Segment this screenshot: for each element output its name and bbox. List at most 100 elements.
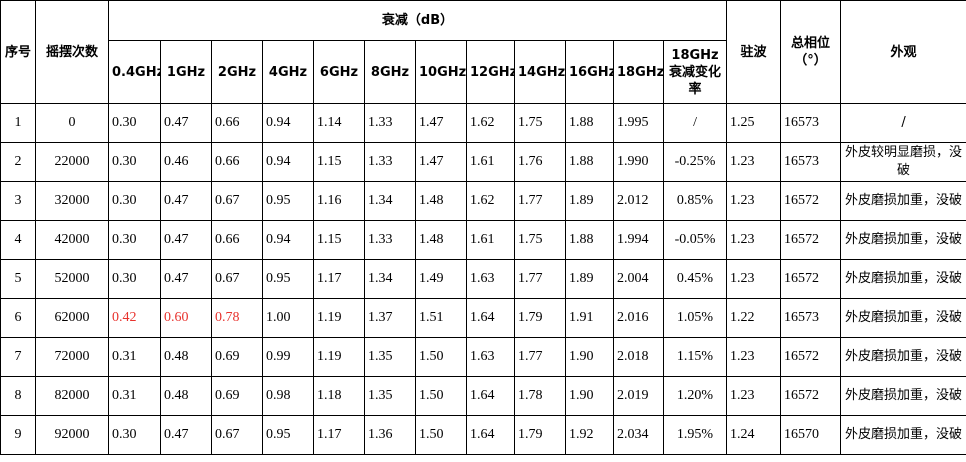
table-cell: 1.63: [466, 337, 515, 377]
table-cell: 1.95%: [662, 415, 728, 455]
table-cell: 16570: [780, 415, 842, 455]
table-row: 8 82000 0.31 0.48 0.69 0.98 1.18 1.35 1.50 1.64 1.…: [0, 376, 966, 416]
table-cell: 1.34: [364, 259, 416, 299]
table-cell: 1.47: [415, 103, 467, 143]
table-cell: 0.42: [108, 298, 161, 338]
table-row: 9 92000 0.30 0.47 0.67 0.95 1.17 1.36 1.50 1.64 1.…: [0, 415, 966, 455]
table-cell: 1.92: [565, 415, 614, 455]
table-cell: 0.66: [211, 142, 263, 182]
table-row: 1 0 0.30 0.47 0.66 0.94 1.14 1.33 1.47 1.62 1.75 1.…: [0, 103, 966, 143]
header-cell: 18GHz: [613, 40, 664, 104]
table-cell: 0.47: [160, 220, 212, 260]
table-cell: 2.016: [613, 298, 664, 338]
table-cell: 1.22: [726, 298, 782, 338]
table-cell: 0.45%: [662, 259, 728, 299]
table-cell: 0.66: [211, 103, 263, 143]
header-row: 0.4GHz 1GHz 2GHz 4GHz 6GHz 8GHz 10GHz 12GHz 14GH…: [1, 40, 966, 104]
table-cell: 1.05%: [662, 298, 728, 338]
table-cell: 1.76: [514, 142, 566, 182]
table-cell: 0.66: [211, 220, 263, 260]
header-cell: 摇摆次数: [35, 0, 109, 104]
table-cell: 1.64: [466, 376, 515, 416]
table-cell: 0.48: [160, 376, 212, 416]
table-cell: 1.33: [364, 220, 416, 260]
table-cell: 1.19: [313, 337, 365, 377]
table-cell: 1.64: [466, 298, 515, 338]
table-cell: 1.62: [466, 181, 515, 221]
table-cell: 0.30: [108, 142, 161, 182]
table-cell: 1.88: [565, 142, 614, 182]
table-cell: 1.17: [313, 259, 365, 299]
table-cell: 1.18: [313, 376, 365, 416]
table-cell: 1.77: [514, 181, 566, 221]
table-cell: 1.79: [514, 298, 566, 338]
table-cell: 1.64: [466, 415, 515, 455]
header-cell: 18GHz衰减变化率: [662, 40, 728, 104]
table-cell: 0.67: [211, 415, 263, 455]
table-cell: 1.50: [415, 337, 467, 377]
table-cell: 0.31: [108, 337, 161, 377]
table-row: 5 52000 0.30 0.47 0.67 0.95 1.17 1.34 1.49 1.63 1.…: [0, 259, 966, 299]
table-cell: 0.30: [108, 259, 161, 299]
table-cell: 1.63: [466, 259, 515, 299]
table-cell: 0.67: [211, 181, 263, 221]
table-cell: 1.14: [313, 103, 365, 143]
header-cell: 2GHz: [211, 40, 263, 104]
table-row: 3 32000 0.30 0.47 0.67 0.95 1.16 1.34 1.48 1.62 1.…: [0, 181, 966, 221]
table-cell: 0.69: [211, 337, 263, 377]
table-cell: 1.33: [364, 103, 416, 143]
table-cell: 0.47: [160, 103, 212, 143]
table-cell: 1.15: [313, 142, 365, 182]
header-cell: 12GHz: [466, 40, 515, 104]
table-cell: 3: [0, 181, 36, 221]
table-cell: 1.48: [415, 181, 467, 221]
table-cell: 2.018: [613, 337, 664, 377]
table-cell: 0.94: [262, 220, 314, 260]
header-cell: 8GHz: [364, 40, 416, 104]
table-cell: 16572: [780, 337, 842, 377]
table-cell: 1.75: [514, 103, 566, 143]
table-cell: 5: [0, 259, 36, 299]
table-cell: 4: [0, 220, 36, 260]
table-row: 2 22000 0.30 0.46 0.66 0.94 1.15 1.33 1.47 1.61 1.…: [0, 142, 966, 182]
table-cell: 0.30: [108, 181, 161, 221]
table-cell: 1.17: [313, 415, 365, 455]
table-cell: 外皮磨损加重，没破: [840, 181, 966, 221]
table-cell: 16572: [780, 181, 842, 221]
table-cell: 0.78: [211, 298, 263, 338]
table-cell: 1.990: [613, 142, 664, 182]
table-cell: 1.19: [313, 298, 365, 338]
table-cell: 2.004: [613, 259, 664, 299]
table-cell: 外皮磨损加重，没破: [840, 259, 966, 299]
header-cell: 0.4GHz: [108, 40, 161, 104]
table-cell: 0.31: [108, 376, 161, 416]
table-row: 7 72000 0.31 0.48 0.69 0.99 1.19 1.35 1.50 1.63 1.…: [0, 337, 966, 377]
table-cell: 1.23: [726, 337, 782, 377]
table-cell: 外皮磨损加重，没破: [840, 376, 966, 416]
table-cell: 22000: [35, 142, 109, 182]
table-cell: -0.05%: [662, 220, 728, 260]
table-cell: 1.23: [726, 259, 782, 299]
table-cell: 32000: [35, 181, 109, 221]
table-cell: 0.30: [108, 220, 161, 260]
table-cell: 2.019: [613, 376, 664, 416]
header-cell: 衰减（dB）: [107, 0, 728, 41]
table-cell: 0.60: [160, 298, 212, 338]
table-cell: 82000: [35, 376, 109, 416]
table-cell: 1.77: [514, 337, 566, 377]
table-cell: 1.994: [613, 220, 664, 260]
table-cell: 1.88: [565, 103, 614, 143]
table-cell: 16572: [780, 259, 842, 299]
table-row: 6 62000 0.42 0.60 0.78 1.00 1.19 1.37 1.51 1.64 1.…: [0, 298, 966, 338]
table-cell: 1.25: [726, 103, 782, 143]
table-cell: 外皮磨损加重，没破: [840, 298, 966, 338]
table-cell: -0.25%: [662, 142, 728, 182]
table-cell: 0.95: [262, 181, 314, 221]
table-cell: 1.50: [415, 376, 467, 416]
table-cell: 8: [0, 376, 36, 416]
table-cell: 92000: [35, 415, 109, 455]
table-cell: 1.79: [514, 415, 566, 455]
table-cell: 16572: [780, 220, 842, 260]
